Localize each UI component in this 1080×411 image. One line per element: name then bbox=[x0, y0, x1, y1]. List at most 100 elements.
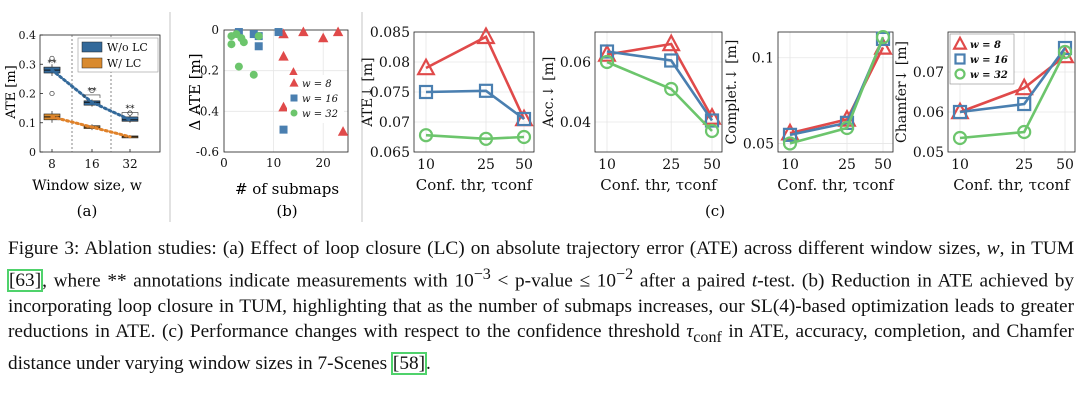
citation-58[interactable]: [58] bbox=[390, 351, 428, 375]
panel-c2-point bbox=[664, 81, 679, 97]
panel-a-significance-label: ** bbox=[88, 87, 98, 97]
panel-b-point bbox=[239, 38, 248, 47]
panel-b-ytick-label: -0.6 bbox=[196, 145, 219, 159]
panel-c4-legend-marker bbox=[952, 35, 968, 50]
panel-a-legend-label: W/o LC bbox=[107, 41, 148, 54]
panel-c1-ytick-label: 0.075 bbox=[370, 85, 410, 101]
panel-b-point bbox=[288, 67, 299, 77]
panel-b-xtick-label: 0 bbox=[220, 156, 228, 170]
caption-w: w bbox=[986, 238, 1000, 259]
panel-c3-point bbox=[839, 120, 855, 136]
panel-c1-point bbox=[476, 26, 496, 45]
panel-b-point bbox=[332, 26, 344, 37]
figure-3: ATE [m] Window size, w (a) Δ ATE [m] # o… bbox=[4, 12, 1076, 222]
panel-c1-point bbox=[418, 128, 434, 143]
panel-b-ytick-label: -0.2 bbox=[196, 64, 219, 78]
panel-c2-series-line bbox=[606, 60, 713, 132]
caption-part6: -test. (b) Reduction in ATE achieved by … bbox=[8, 270, 1074, 343]
panel-c4-xtick-label: 25 bbox=[1015, 157, 1033, 173]
panel-b-legend-marker bbox=[290, 109, 298, 117]
panel-b-point bbox=[254, 32, 263, 41]
panel-c4-legend-label: w = 16 bbox=[970, 55, 1008, 66]
panel-c4-xtick-label: 50 bbox=[1056, 157, 1074, 173]
panel-c4-legend-label: w = 32 bbox=[970, 70, 1008, 81]
panel-b-legend-label: w = 32 bbox=[302, 109, 338, 120]
caption-part2: , in TUM bbox=[999, 238, 1075, 259]
panel-c4-ytick-label: 0.07 bbox=[913, 65, 944, 81]
panel-c3-frame bbox=[777, 31, 894, 153]
panel-a-xtick-label: 32 bbox=[122, 157, 137, 171]
panel-a-outlier bbox=[49, 55, 55, 61]
panel-a-outlier bbox=[127, 110, 133, 116]
panel-b-legend-marker bbox=[289, 78, 299, 87]
panel-c-label: (c) bbox=[705, 202, 725, 220]
citation-63[interactable]: [63] bbox=[6, 269, 44, 293]
panel-b-point bbox=[227, 40, 236, 49]
panel-b-label: (b) bbox=[276, 202, 297, 220]
panel-c4-legend bbox=[949, 33, 1015, 85]
panel-c4-legend-marker bbox=[954, 53, 966, 65]
panel-a-significance-label: ** bbox=[48, 59, 58, 69]
panel-c3-point bbox=[782, 127, 798, 142]
caption-exp1: −3 bbox=[473, 265, 491, 283]
panel-b-point bbox=[254, 42, 263, 51]
panel-a-ytick-label: 0.3 bbox=[19, 58, 37, 71]
panel-c1-series-line bbox=[425, 35, 526, 120]
panel-b-point bbox=[318, 32, 329, 43]
panel-c1-ytick-label: 0.065 bbox=[370, 145, 410, 161]
panel-a-ytick-label: 0.4 bbox=[19, 29, 37, 42]
panel-c4-xlabel: Conf. thr, τconf bbox=[953, 176, 1071, 194]
panel-c1-series-line bbox=[425, 89, 525, 121]
panel-c1-series-line bbox=[425, 133, 525, 141]
panel-c1-ytick-label: 0.085 bbox=[370, 25, 410, 41]
figure-caption: Figure 3: Ablation studies: (a) Effect o… bbox=[6, 236, 1075, 376]
panel-c4-xtick-label: 10 bbox=[951, 157, 969, 173]
panel-a-legend-label: W/ LC bbox=[107, 57, 141, 70]
panel-c3-xlabel: Conf. thr, τconf bbox=[777, 176, 895, 194]
panel-c2-point bbox=[599, 54, 615, 70]
panel-b-point bbox=[278, 50, 289, 61]
panel-c4-series-line bbox=[959, 51, 1067, 140]
panel-a-legend-swatch bbox=[81, 41, 103, 53]
panel-c3-point bbox=[782, 136, 798, 151]
panel-c3-series-line bbox=[789, 46, 885, 135]
panel-b-point bbox=[274, 28, 283, 37]
panel-b-point bbox=[337, 126, 349, 136]
panel-a-legend-swatch bbox=[81, 57, 103, 69]
panel-c2-point bbox=[704, 123, 720, 139]
panel-a-xlabel: Window size, w bbox=[32, 178, 142, 194]
panel-c2-xtick-label: 50 bbox=[703, 157, 721, 173]
panel-c4-ytick-label: 0.05 bbox=[913, 145, 944, 161]
panel-c4-point bbox=[952, 130, 968, 146]
panel-c2-xtick-label: 10 bbox=[598, 157, 616, 173]
panel-b-point bbox=[298, 26, 309, 37]
caption-exp2: −2 bbox=[616, 265, 634, 283]
caption-tau-sub: conf bbox=[693, 329, 722, 347]
panel-b-ytick-label: -0.4 bbox=[196, 104, 220, 118]
panel-c1-xtick-label: 25 bbox=[477, 157, 495, 173]
panel-c1-point bbox=[516, 129, 532, 145]
panel-c4-legend-marker bbox=[954, 68, 966, 80]
panel-c1-point bbox=[416, 57, 436, 76]
panel-c2-point bbox=[704, 113, 720, 128]
caption-part7: in ATE, accuracy, completion, and Chamfe… bbox=[8, 321, 1074, 374]
panel-c1-frame bbox=[413, 31, 535, 153]
caption-part5: after a paired bbox=[633, 270, 752, 292]
panel-b-xtick-label: 20 bbox=[316, 156, 331, 170]
panel-c2-series-line bbox=[606, 42, 714, 119]
panel-a-ytick-label: 0 bbox=[29, 146, 36, 159]
panel-c2-ytick-label: 0.06 bbox=[560, 55, 591, 71]
panel-b-point bbox=[279, 125, 288, 134]
panel-c3-xtick-label: 25 bbox=[838, 157, 856, 173]
panel-b-frame bbox=[223, 29, 349, 153]
panel-c4-point bbox=[952, 104, 968, 120]
panel-c2-ytick-label: 0.04 bbox=[560, 115, 591, 131]
panel-c1-point bbox=[516, 111, 532, 127]
panel-c1-xlabel: Conf. thr, τconf bbox=[416, 176, 534, 194]
panel-c1-point bbox=[418, 84, 434, 100]
panel-c4-point bbox=[1017, 96, 1032, 112]
panel-c3-ytick-label: 0.05 bbox=[743, 136, 774, 152]
panel-b-ylabel: Δ ATE [m] bbox=[186, 53, 204, 130]
panel-c3-ytick-label: 0.1 bbox=[752, 51, 774, 67]
panel-c4-legend-label: w = 8 bbox=[970, 40, 1001, 51]
